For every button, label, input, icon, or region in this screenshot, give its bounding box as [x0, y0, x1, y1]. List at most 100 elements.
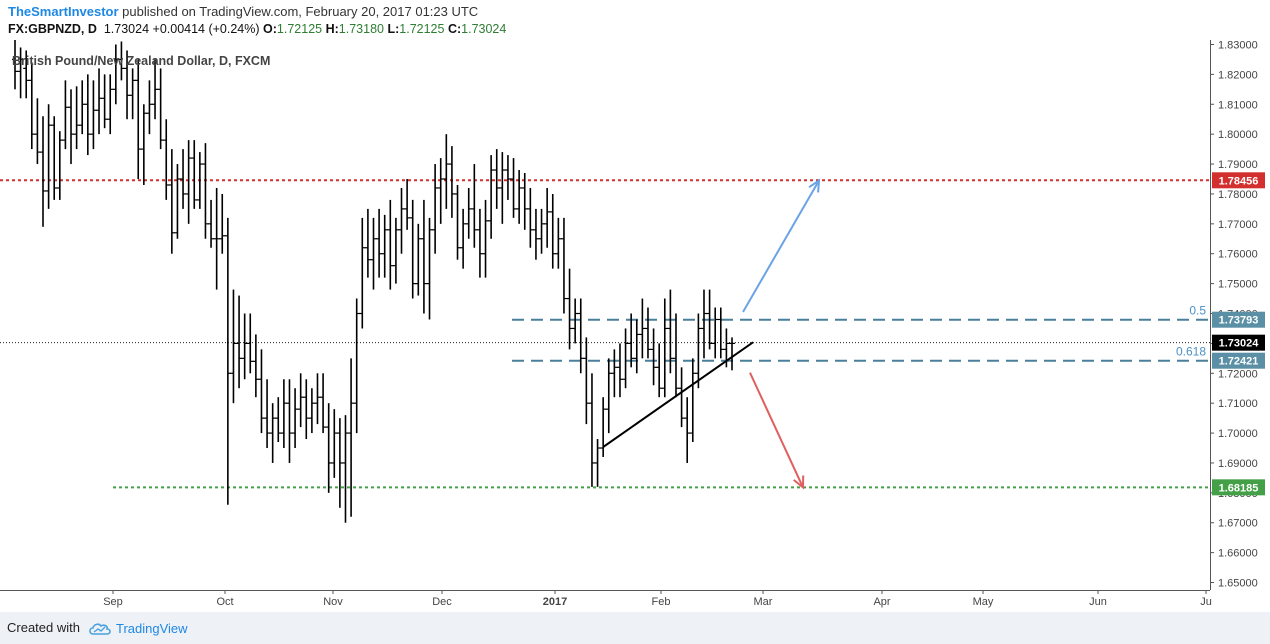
ohlc-bar — [516, 170, 523, 224]
up-arrow-head — [808, 178, 821, 193]
ohlc-bar — [292, 388, 299, 449]
ohlc-bar — [510, 158, 517, 218]
tradingview-brand: TradingView — [116, 620, 188, 636]
ohlc-bar — [331, 409, 338, 478]
close-label: C: — [447, 22, 462, 36]
ohlc-bar — [56, 131, 63, 200]
ohlc-bar — [34, 98, 41, 165]
ohlc-bar — [45, 104, 52, 209]
ohlc-bar — [364, 208, 371, 278]
ohlc-bar — [23, 50, 30, 99]
open-value: 1.72125 — [276, 22, 323, 36]
ohlc-bar — [79, 80, 86, 135]
ohlc-bar — [471, 164, 478, 248]
x-tick-label-9: Jun — [1089, 596, 1107, 608]
y-tick-label-2: 1.81000 — [1218, 99, 1258, 111]
ohlc-bar — [308, 388, 315, 434]
close-value: 1.73024 — [461, 22, 507, 36]
ohlc-bar — [230, 289, 237, 404]
ohlc-bar — [544, 187, 551, 248]
author-link[interactable]: TheSmartInvestor — [8, 4, 119, 19]
plot-background — [0, 40, 1210, 590]
ohlc-bar — [62, 80, 69, 150]
ohlc-bar — [628, 313, 635, 368]
chart-area[interactable]: 0.5 0.618 1.83000 1.82000 1.81000 1.80000 1.7… — [0, 38, 1270, 612]
ohlc-bar — [594, 439, 601, 487]
y-tick-label-16: 1.67000 — [1218, 518, 1258, 530]
ohlc-bar — [488, 155, 495, 239]
fib-0.5-tag-label: 1.73793 — [1219, 315, 1259, 327]
ohlc-bar — [420, 199, 427, 314]
ohlc-bar — [493, 149, 500, 209]
ohlc-bar — [174, 164, 181, 239]
up-arrow-shaft — [742, 179, 820, 313]
created-with-text: Created with — [7, 620, 80, 635]
ohlc-bar — [454, 184, 461, 260]
ohlc-bar — [729, 337, 735, 371]
ohlc-bar — [476, 208, 483, 278]
footer-bar: Created with TradingView — [0, 612, 1270, 644]
ohlc-bar — [387, 199, 394, 290]
x-tick-label-1: Oct — [216, 596, 233, 608]
ohlc-bar — [644, 307, 651, 359]
ohlc-bar — [303, 379, 310, 440]
high-label: H: — [325, 22, 339, 36]
y-tick-label-18: 1.65000 — [1218, 578, 1258, 590]
ohlc-bar — [650, 328, 657, 386]
up-arrow — [742, 178, 821, 313]
ohlc-bar — [286, 379, 293, 463]
ohlc-bar — [185, 140, 192, 224]
ohlc-bar — [381, 214, 388, 278]
ohlc-bar — [28, 62, 35, 150]
cloud-icon — [89, 623, 111, 635]
ohlc-bar — [342, 415, 349, 523]
ohlc-bar — [527, 187, 534, 248]
x-tick-label-10: Ju — [1200, 596, 1212, 608]
ohlc-bar — [241, 313, 248, 380]
x-tick-label-4: 2017 — [543, 596, 567, 608]
low-label: L: — [387, 22, 400, 36]
ohlc-bar — [392, 217, 399, 284]
ohlc-bar — [566, 268, 573, 350]
ohlc-bar — [320, 373, 327, 434]
ohlc-bar — [353, 298, 360, 434]
x-tick-label-0: Sep — [103, 596, 123, 608]
y-tick-label-7: 1.76000 — [1218, 249, 1258, 261]
fib-0.5-tag — [1212, 311, 1265, 328]
ohlc-bar — [359, 217, 366, 329]
low-value: 1.72125 — [399, 22, 445, 36]
ohlc-bar — [560, 217, 567, 314]
publish-line: TheSmartInvestor published on TradingVie… — [8, 4, 478, 19]
ohlc-bar — [577, 298, 584, 374]
y-tick-label-17: 1.66000 — [1218, 548, 1258, 560]
ohlc-bar — [504, 155, 511, 200]
ohlc-bar — [252, 334, 259, 398]
ohlc-bar — [555, 217, 562, 269]
y-tick-label-11: 1.72000 — [1218, 368, 1258, 380]
ohlc-bar — [409, 199, 416, 299]
ohlc-bar — [695, 313, 702, 389]
ohlc-bar — [448, 146, 455, 218]
ohlc-bar — [135, 59, 142, 179]
ohlc-bar — [700, 289, 707, 359]
ohlc-bar — [426, 217, 433, 320]
ohlc-bar — [415, 223, 422, 296]
ohlc-bar — [269, 403, 276, 463]
ohlc-bar — [661, 298, 668, 398]
ohlc-bar — [101, 74, 108, 129]
published-text: published on TradingView.com, February 2… — [122, 4, 479, 19]
y-tick-label-0: 1.83000 — [1218, 40, 1258, 51]
chart-title: British Pound/New Zealand Dollar, D, FXC… — [12, 54, 270, 68]
ohlc-bar — [482, 199, 489, 278]
ohlc-bar — [465, 187, 472, 239]
ohlc-bar — [706, 289, 713, 350]
y-tick-label-13: 1.70000 — [1218, 428, 1258, 440]
tradingview-logo[interactable]: TradingView — [88, 618, 188, 638]
x-tick-label-3: Dec — [432, 596, 452, 608]
ohlc-bar — [499, 152, 506, 224]
ohlc-bar — [622, 328, 629, 389]
price-chart[interactable]: 0.5 0.618 1.83000 1.82000 1.81000 1.80000 1.7… — [0, 38, 1270, 612]
ohlc-bar — [96, 68, 103, 135]
ohlc-line: FX:GBPNZD, D 1.73024 +0.00414 (+0.24%) O… — [8, 22, 506, 36]
ohlc-bar — [124, 50, 131, 120]
